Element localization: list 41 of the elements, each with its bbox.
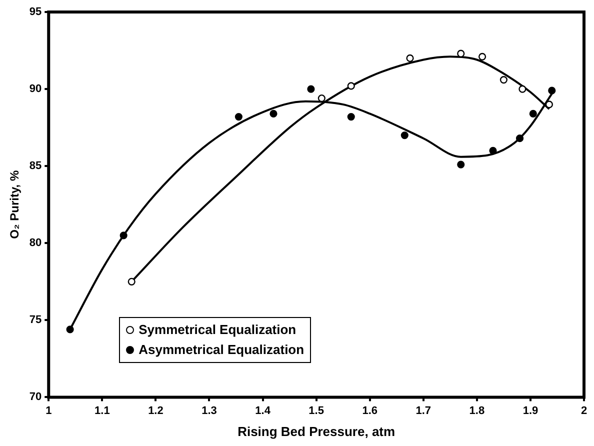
x-tick-label: 1 xyxy=(46,404,52,417)
x-tick-label: 1.1 xyxy=(94,404,110,417)
point xyxy=(518,85,526,93)
point xyxy=(500,76,508,84)
point xyxy=(545,100,553,108)
point xyxy=(66,326,74,334)
y-tick-label: 90 xyxy=(29,83,42,96)
point xyxy=(120,232,128,240)
point xyxy=(516,134,524,142)
y-tick-label: 70 xyxy=(29,391,42,404)
x-tick-label: 1.8 xyxy=(469,404,485,417)
point xyxy=(347,82,355,90)
y-axis-title: O₂ Purity, % xyxy=(8,170,22,239)
x-tick-label: 1.3 xyxy=(202,404,217,417)
point xyxy=(270,110,278,118)
point xyxy=(128,278,136,286)
point xyxy=(347,112,355,121)
point xyxy=(400,131,408,140)
x-tick-label: 1.5 xyxy=(308,404,324,417)
y-tick-label: 85 xyxy=(29,160,42,172)
point xyxy=(548,86,556,94)
point xyxy=(489,146,497,154)
x-axis-title: Rising Bed Pressure, atm xyxy=(238,424,396,439)
point xyxy=(478,52,486,60)
legend-label: Symmetrical Equalization xyxy=(138,321,296,340)
x-tick-label: 1.4 xyxy=(255,404,272,417)
y-tick-label: 75 xyxy=(29,314,42,326)
x-tick-label: 1.9 xyxy=(522,404,538,417)
y-tick-label: 95 xyxy=(29,6,42,18)
point xyxy=(457,160,465,168)
point xyxy=(406,54,414,62)
x-tick-label: 2 xyxy=(580,404,588,417)
point xyxy=(529,110,537,118)
point xyxy=(457,50,465,58)
x-tick-label: 1.6 xyxy=(362,404,378,417)
x-tick-label: 1.7 xyxy=(416,404,432,417)
x-tick-label: 1.2 xyxy=(148,404,164,417)
y-tick-label: 80 xyxy=(29,237,42,250)
legend-label: Asymmetrical Equalization xyxy=(138,341,304,360)
point xyxy=(234,112,242,121)
point xyxy=(307,85,315,93)
